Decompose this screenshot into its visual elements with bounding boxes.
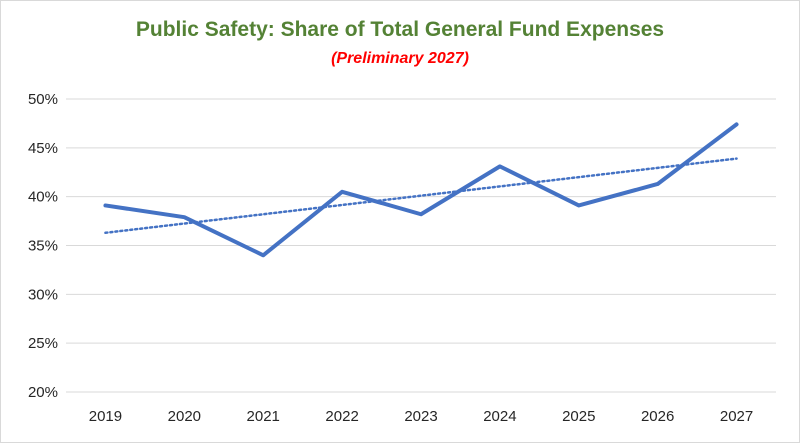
y-axis: 20% 25% 30% 35% 40% 45% 50% — [28, 91, 58, 401]
x-tick-label: 2021 — [247, 408, 280, 425]
data-point — [577, 203, 581, 207]
trendline-layer — [104, 157, 738, 235]
y-tick-label: 35% — [28, 238, 58, 255]
data-point — [498, 164, 502, 168]
x-axis: 2019 2020 2021 2022 2023 2024 2025 2026 2027 — [89, 408, 753, 425]
chart-title: Public Safety: Share of Total General Fu… — [135, 18, 665, 41]
gridlines — [66, 98, 776, 393]
x-tick-label: 2024 — [483, 408, 516, 425]
trendline — [104, 157, 738, 235]
data-point — [340, 190, 344, 194]
chart-subtitle: (Preliminary 2027) — [331, 50, 469, 67]
y-tick-label: 25% — [28, 335, 58, 352]
y-tick-label: 30% — [28, 286, 58, 303]
data-point — [656, 182, 660, 186]
x-tick-label: 2026 — [641, 408, 674, 425]
series-line — [103, 122, 739, 258]
data-point — [735, 122, 739, 126]
y-tick-label: 20% — [28, 384, 58, 401]
x-tick-label: 2023 — [404, 408, 437, 425]
data-point — [261, 253, 265, 257]
x-tick-label: 2020 — [168, 408, 201, 425]
y-tick-label: 40% — [28, 189, 58, 206]
x-tick-label: 2022 — [325, 408, 358, 425]
x-tick-label: 2019 — [89, 408, 122, 425]
data-point — [103, 203, 107, 207]
data-point — [182, 215, 186, 219]
series-layer — [103, 122, 739, 258]
x-tick-label: 2025 — [562, 408, 595, 425]
y-tick-label: 50% — [28, 91, 58, 108]
x-tick-label: 2027 — [720, 408, 753, 425]
data-point — [419, 212, 423, 216]
y-tick-label: 45% — [28, 140, 58, 157]
